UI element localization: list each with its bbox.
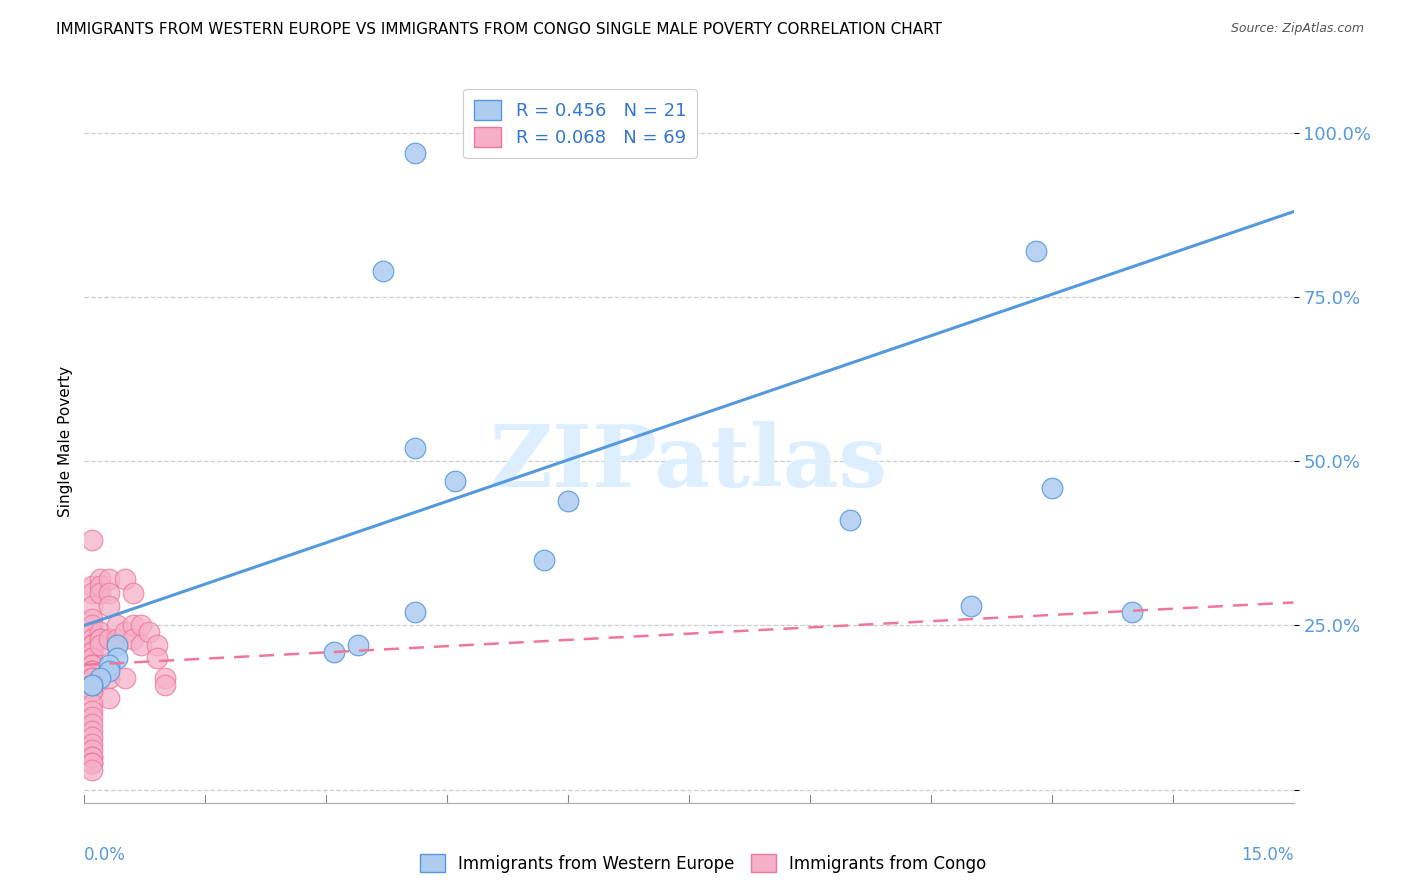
Point xyxy=(323,645,346,659)
Point xyxy=(146,651,169,665)
Point xyxy=(105,638,128,652)
Point xyxy=(82,632,104,646)
Point xyxy=(82,730,104,744)
Point xyxy=(82,665,104,679)
Point xyxy=(97,632,120,646)
Point xyxy=(89,632,111,646)
Point xyxy=(129,618,152,632)
Point xyxy=(82,763,104,777)
Point xyxy=(82,665,104,679)
Point xyxy=(138,625,160,640)
Point xyxy=(82,749,104,764)
Point xyxy=(146,638,169,652)
Point xyxy=(89,638,111,652)
Point xyxy=(97,573,120,587)
Point xyxy=(82,677,104,691)
Point xyxy=(960,599,983,613)
Point xyxy=(404,145,426,160)
Point xyxy=(82,710,104,724)
Point xyxy=(105,651,128,665)
Point xyxy=(82,737,104,751)
Point xyxy=(82,612,104,626)
Point xyxy=(82,651,104,665)
Point xyxy=(153,671,176,685)
Point xyxy=(82,645,104,659)
Point xyxy=(105,632,128,646)
Point xyxy=(89,632,111,646)
Point xyxy=(89,671,111,685)
Text: ZIPatlas: ZIPatlas xyxy=(489,421,889,505)
Point xyxy=(97,690,120,705)
Text: IMMIGRANTS FROM WESTERN EUROPE VS IMMIGRANTS FROM CONGO SINGLE MALE POVERTY CORR: IMMIGRANTS FROM WESTERN EUROPE VS IMMIGR… xyxy=(56,22,942,37)
Point xyxy=(82,618,104,632)
Point xyxy=(97,657,120,672)
Point xyxy=(82,638,104,652)
Point xyxy=(82,684,104,698)
Point xyxy=(89,585,111,599)
Point xyxy=(82,645,104,659)
Y-axis label: Single Male Poverty: Single Male Poverty xyxy=(58,366,73,517)
Point xyxy=(82,677,104,691)
Point xyxy=(114,625,136,640)
Text: Source: ZipAtlas.com: Source: ZipAtlas.com xyxy=(1230,22,1364,36)
Point xyxy=(839,513,862,527)
Point xyxy=(82,756,104,771)
Point xyxy=(82,638,104,652)
Point xyxy=(82,743,104,757)
Point xyxy=(82,533,104,547)
Point xyxy=(89,625,111,640)
Point xyxy=(105,638,128,652)
Point xyxy=(1025,244,1047,258)
Point xyxy=(404,441,426,455)
Point xyxy=(82,665,104,679)
Point xyxy=(121,618,143,632)
Legend: Immigrants from Western Europe, Immigrants from Congo: Immigrants from Western Europe, Immigran… xyxy=(413,847,993,880)
Point xyxy=(82,677,104,691)
Point xyxy=(82,599,104,613)
Point xyxy=(114,573,136,587)
Point xyxy=(129,638,152,652)
Point xyxy=(557,493,579,508)
Point xyxy=(1121,605,1143,619)
Point xyxy=(82,684,104,698)
Point xyxy=(404,605,426,619)
Point xyxy=(82,651,104,665)
Point xyxy=(82,585,104,599)
Point xyxy=(121,632,143,646)
Point xyxy=(89,573,111,587)
Point xyxy=(89,579,111,593)
Text: 0.0%: 0.0% xyxy=(84,847,127,864)
Point xyxy=(82,671,104,685)
Point xyxy=(82,657,104,672)
Point xyxy=(82,625,104,640)
Point xyxy=(105,618,128,632)
Point xyxy=(82,723,104,738)
Point xyxy=(97,665,120,679)
Point xyxy=(114,671,136,685)
Text: 15.0%: 15.0% xyxy=(1241,847,1294,864)
Point xyxy=(97,671,120,685)
Point xyxy=(533,553,555,567)
Point xyxy=(82,657,104,672)
Point xyxy=(89,671,111,685)
Point xyxy=(153,677,176,691)
Point xyxy=(82,698,104,712)
Point xyxy=(82,717,104,731)
Point xyxy=(1040,481,1063,495)
Point xyxy=(82,756,104,771)
Point xyxy=(97,585,120,599)
Point xyxy=(347,638,370,652)
Point xyxy=(82,579,104,593)
Point xyxy=(444,474,467,488)
Point xyxy=(97,599,120,613)
Point xyxy=(82,749,104,764)
Point xyxy=(82,657,104,672)
Point xyxy=(371,264,394,278)
Legend: R = 0.456   N = 21, R = 0.068   N = 69: R = 0.456 N = 21, R = 0.068 N = 69 xyxy=(463,89,697,158)
Point xyxy=(82,704,104,718)
Point xyxy=(121,585,143,599)
Point xyxy=(82,638,104,652)
Point xyxy=(82,671,104,685)
